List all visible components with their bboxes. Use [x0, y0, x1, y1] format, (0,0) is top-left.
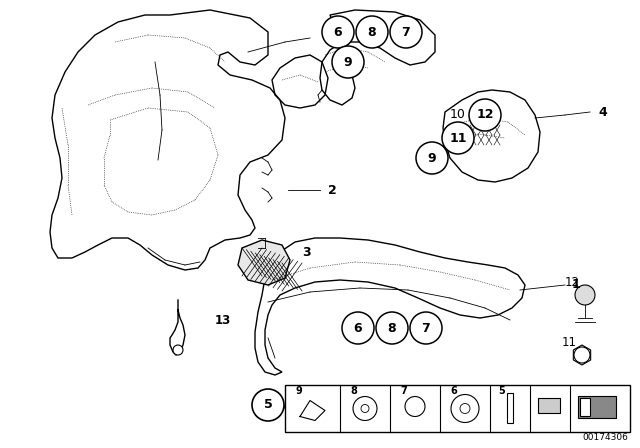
Circle shape — [575, 285, 595, 305]
Circle shape — [410, 312, 442, 344]
Circle shape — [390, 16, 422, 48]
Text: 11: 11 — [449, 132, 467, 145]
Circle shape — [574, 347, 590, 363]
Text: 3: 3 — [302, 246, 310, 258]
Circle shape — [451, 395, 479, 422]
Polygon shape — [238, 240, 290, 285]
Text: 12: 12 — [476, 108, 493, 121]
Bar — [580, 399, 590, 417]
Text: 10: 10 — [450, 108, 466, 121]
Text: 6: 6 — [450, 386, 457, 396]
Text: 4: 4 — [598, 105, 607, 119]
Text: 1: 1 — [572, 279, 580, 292]
Text: 8: 8 — [350, 386, 357, 396]
Circle shape — [361, 405, 369, 413]
Circle shape — [353, 396, 377, 421]
Bar — [538, 399, 560, 414]
Circle shape — [442, 122, 474, 154]
Text: 6: 6 — [333, 26, 342, 39]
Circle shape — [376, 312, 408, 344]
Bar — [507, 393, 513, 423]
Bar — [285, 385, 630, 432]
Circle shape — [252, 389, 284, 421]
Text: 5: 5 — [264, 399, 273, 412]
Circle shape — [356, 16, 388, 48]
Bar — [578, 396, 616, 418]
Circle shape — [332, 46, 364, 78]
Text: 9: 9 — [344, 56, 352, 69]
Text: 00174306: 00174306 — [582, 433, 628, 442]
Text: 8: 8 — [368, 26, 376, 39]
Circle shape — [469, 99, 501, 131]
Text: 8: 8 — [388, 322, 396, 335]
Text: 11: 11 — [562, 336, 577, 349]
Text: 6: 6 — [354, 322, 362, 335]
Text: 13: 13 — [215, 314, 231, 327]
Text: 7: 7 — [400, 386, 407, 396]
Text: 12: 12 — [565, 276, 580, 289]
Circle shape — [173, 345, 183, 355]
Text: 7: 7 — [422, 322, 430, 335]
Text: 9: 9 — [295, 386, 301, 396]
Text: 5: 5 — [498, 386, 505, 396]
Circle shape — [460, 404, 470, 414]
Circle shape — [342, 312, 374, 344]
Text: 2: 2 — [328, 184, 337, 197]
Circle shape — [416, 142, 448, 174]
Circle shape — [322, 16, 354, 48]
Circle shape — [405, 396, 425, 417]
Text: 7: 7 — [402, 26, 410, 39]
Text: 9: 9 — [428, 151, 436, 164]
